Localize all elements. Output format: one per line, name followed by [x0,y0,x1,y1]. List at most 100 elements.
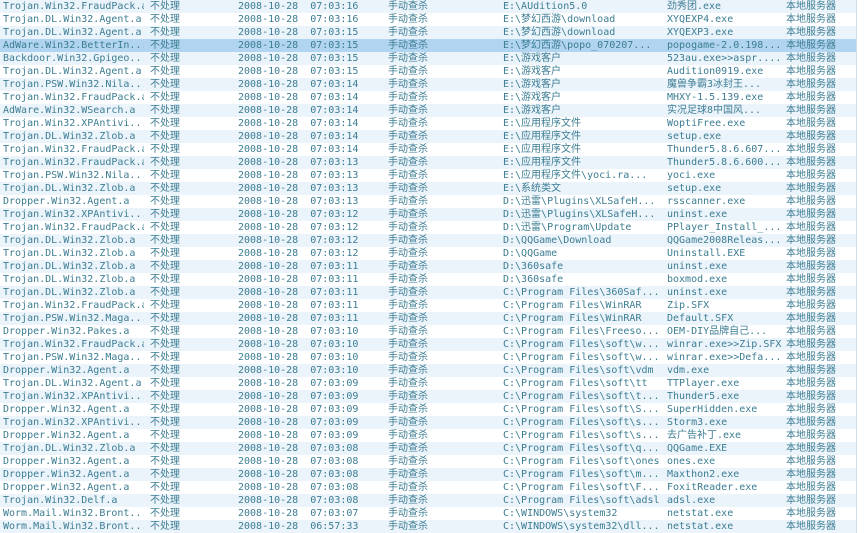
path-cell: C:\Program Files\soft\F... [503,482,660,493]
log-row[interactable]: Trojan.DL.Win32.Zlob.a 不处理 2008-10-28 07:0… [0,247,856,260]
log-row[interactable]: Trojan.DL.Win32.Agent.a 不处理 2008-10-28 07:… [0,13,856,26]
log-row[interactable]: Trojan.DL.Win32.Zlob.a 不处理 2008-10-28 07:0… [0,273,856,286]
status-cell: 不处理 [150,14,180,25]
log-row[interactable]: Dropper.Win32.Agent.a 不处理 2008-10-28 07:03… [0,455,856,468]
status-cell: 不处理 [150,131,180,142]
log-row[interactable]: Trojan.Win32.Delf.a 不处理 2008-10-28 07:03:0… [0,494,856,507]
scan-mode-cell: 手动查杀 [388,14,428,25]
log-row[interactable]: Dropper.Win32.Agent.a 不处理 2008-10-28 07:03… [0,195,856,208]
server-cell: 本地服务器 [786,105,836,116]
log-row[interactable]: Dropper.Win32.Agent.a 不处理 2008-10-28 07:03… [0,481,856,494]
log-row[interactable]: Dropper.Win32.Pakes.a 不处理 2008-10-28 07:03… [0,325,856,338]
status-cell: 不处理 [150,300,180,311]
log-row[interactable]: Worm.Mail.Win32.Bront... 不处理 2008-10-28 06… [0,520,856,533]
path-cell: C:\Program Files\soft\vdm [503,365,654,376]
log-row[interactable]: Trojan.DL.Win32.Zlob.a 不处理 2008-10-28 07:0… [0,286,856,299]
status-cell: 不处理 [150,209,180,220]
path-cell: C:\Program Files\soft\tt [503,378,648,389]
virus-name-cell: Backdoor.Win32.Gpigeo... [3,53,144,64]
server-cell: 本地服务器 [786,326,836,337]
log-row[interactable]: Trojan.DL.Win32.Zlob.a 不处理 2008-10-28 07:0… [0,130,856,143]
file-cell: Thunder5.8.6.600... [667,157,782,168]
log-row[interactable]: Dropper.Win32.Agent.a 不处理 2008-10-28 07:03… [0,364,856,377]
virus-name-cell: Trojan.PSW.Win32.Maga... [3,352,144,363]
server-cell: 本地服务器 [786,261,836,272]
virus-name-cell: Dropper.Win32.Agent.a [3,482,130,493]
log-row[interactable]: Backdoor.Win32.Gpigeo... 不处理 2008-10-28 07… [0,52,856,65]
time-cell: 2008-10-28 07:03:08 [238,469,359,480]
virus-name-cell: Trojan.DL.Win32.Zlob.a [3,261,136,272]
time-cell: 2008-10-28 07:03:12 [238,209,359,220]
log-row[interactable]: Trojan.Win32.XPAntivi... 不处理 2008-10-28 07… [0,117,856,130]
log-row[interactable]: Trojan.Win32.FraudPack.a 不处理 2008-10-28 07… [0,91,856,104]
status-cell: 不处理 [150,105,180,116]
virus-name-cell: AdWare.Win32.WSearch.a [3,105,136,116]
time-cell: 2008-10-28 07:03:09 [238,417,359,428]
log-row[interactable]: Trojan.DL.Win32.Agent.a 不处理 2008-10-28 07:… [0,65,856,78]
file-cell: Audition0919.exe [667,66,764,77]
time-cell: 2008-10-28 07:03:09 [238,391,359,402]
server-cell: 本地服务器 [786,209,836,220]
log-row[interactable]: Trojan.Win32.XPAntivi... 不处理 2008-10-28 07… [0,208,856,221]
log-row[interactable]: Trojan.Win32.FraudPack.a 不处理 2008-10-28 07… [0,0,856,13]
time-cell: 2008-10-28 07:03:10 [238,326,359,337]
status-cell: 不处理 [150,235,180,246]
server-cell: 本地服务器 [786,183,836,194]
time-cell: 2008-10-28 07:03:10 [238,352,359,363]
time-cell: 2008-10-28 07:03:11 [238,274,359,285]
log-row[interactable]: Trojan.DL.Win32.Zlob.a 不处理 2008-10-28 07:0… [0,442,856,455]
path-cell: E:\系统类文 [503,183,562,194]
log-row[interactable]: Trojan.Win32.XPAntivi... 不处理 2008-10-28 07… [0,390,856,403]
scan-mode-cell: 手动查杀 [388,404,428,415]
path-cell: E:\应用程序文件 [503,157,582,168]
log-row[interactable]: Trojan.PSW.Win32.Nila... 不处理 2008-10-28 07… [0,169,856,182]
server-cell: 本地服务器 [786,79,836,90]
server-cell: 本地服务器 [786,287,836,298]
scan-mode-cell: 手动查杀 [388,144,428,155]
file-cell: uninst.exe [667,287,728,298]
virus-name-cell: AdWare.Win32.BetterIn... [3,40,144,51]
log-row-selected[interactable]: AdWare.Win32.BetterIn... 不处理 2008-10-28 07… [0,39,856,52]
virus-name-cell: Trojan.Win32.FraudPack.a [3,157,144,168]
log-row[interactable]: Trojan.DL.Win32.Zlob.a 不处理 2008-10-28 07:0… [0,260,856,273]
log-row[interactable]: Dropper.Win32.Agent.a 不处理 2008-10-28 07:03… [0,403,856,416]
log-row[interactable]: Trojan.Win32.FraudPack.a 不处理 2008-10-28 07… [0,338,856,351]
file-cell: setup.exe [667,183,722,194]
log-row[interactable]: Trojan.Win32.FraudPack.a 不处理 2008-10-28 07… [0,156,856,169]
path-cell: E:\梦幻西游\popo_070207... [503,40,652,51]
log-row[interactable]: Trojan.Win32.FraudPack.a 不处理 2008-10-28 07… [0,299,856,312]
status-cell: 不处理 [150,27,180,38]
scrollbar-track[interactable] [856,0,867,533]
server-cell: 本地服务器 [786,53,836,64]
virus-name-cell: Trojan.Win32.FraudPack.a [3,300,144,311]
log-row[interactable]: Trojan.DL.Win32.Zlob.a 不处理 2008-10-28 07:0… [0,182,856,195]
log-row[interactable]: Dropper.Win32.Agent.a 不处理 2008-10-28 07:03… [0,429,856,442]
time-cell: 2008-10-28 07:03:15 [238,27,359,38]
log-row[interactable]: Trojan.Win32.FraudPack.a 不处理 2008-10-28 07… [0,221,856,234]
path-cell: E:\梦幻西游\download [503,27,616,38]
log-row[interactable]: Worm.Mail.Win32.Bront... 不处理 2008-10-28 07… [0,507,856,520]
time-cell: 2008-10-28 07:03:11 [238,313,359,324]
log-row[interactable]: Trojan.DL.Win32.Zlob.a 不处理 2008-10-28 07:0… [0,234,856,247]
path-cell: D:\360safe [503,274,564,285]
status-cell: 不处理 [150,482,180,493]
server-cell: 本地服务器 [786,430,836,441]
time-cell: 2008-10-28 06:57:33 [238,521,359,532]
virus-name-cell: Trojan.DL.Win32.Agent.a [3,378,142,389]
log-row[interactable]: Trojan.Win32.XPAntivi... 不处理 2008-10-28 07… [0,416,856,429]
log-row[interactable]: Trojan.Win32.FraudPack.a 不处理 2008-10-28 07… [0,143,856,156]
log-row[interactable]: Dropper.Win32.Agent.a 不处理 2008-10-28 07:03… [0,468,856,481]
scan-mode-cell: 手动查杀 [388,469,428,480]
log-row[interactable]: AdWare.Win32.WSearch.a 不处理 2008-10-28 07:0… [0,104,856,117]
log-row[interactable]: Trojan.PSW.Win32.Nila... 不处理 2008-10-28 07… [0,78,856,91]
log-row[interactable]: Trojan.DL.Win32.Agent.a 不处理 2008-10-28 07:… [0,26,856,39]
path-cell: C:\Program Files\soft\t... [503,391,660,402]
status-cell: 不处理 [150,456,180,467]
server-cell: 本地服务器 [786,131,836,142]
file-cell: winrar.exe>>Defa... [667,352,782,363]
time-cell: 2008-10-28 07:03:16 [238,1,359,12]
status-cell: 不处理 [150,365,180,376]
log-row[interactable]: Trojan.PSW.Win32.Maga... 不处理 2008-10-28 07… [0,351,856,364]
log-row[interactable]: Trojan.PSW.Win32.Maga... 不处理 2008-10-28 07… [0,312,856,325]
log-row[interactable]: Trojan.DL.Win32.Agent.a 不处理 2008-10-28 07:… [0,377,856,390]
